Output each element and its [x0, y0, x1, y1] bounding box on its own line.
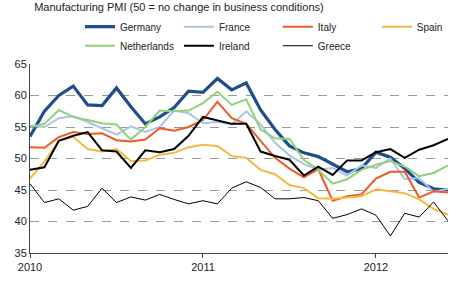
svg-text:2012: 2012 — [364, 261, 388, 273]
svg-text:France: France — [219, 22, 251, 33]
svg-text:Netherlands: Netherlands — [120, 41, 174, 52]
svg-text:Germany: Germany — [120, 22, 161, 33]
svg-text:Ireland: Ireland — [219, 41, 250, 52]
svg-text:60: 60 — [15, 89, 27, 101]
svg-text:Spain: Spain — [417, 22, 443, 33]
svg-text:2010: 2010 — [18, 261, 42, 273]
svg-text:40: 40 — [15, 215, 27, 227]
svg-text:65: 65 — [15, 58, 27, 70]
svg-text:2011: 2011 — [191, 261, 215, 273]
svg-text:55: 55 — [15, 121, 27, 133]
svg-text:Italy: Italy — [318, 22, 336, 33]
svg-text:Manufacturing PMI (50 = no cha: Manufacturing PMI (50 = no change in bus… — [34, 1, 324, 13]
svg-text:Greece: Greece — [318, 41, 351, 52]
svg-text:35: 35 — [15, 247, 27, 259]
svg-text:45: 45 — [15, 184, 27, 196]
svg-text:50: 50 — [15, 152, 27, 164]
